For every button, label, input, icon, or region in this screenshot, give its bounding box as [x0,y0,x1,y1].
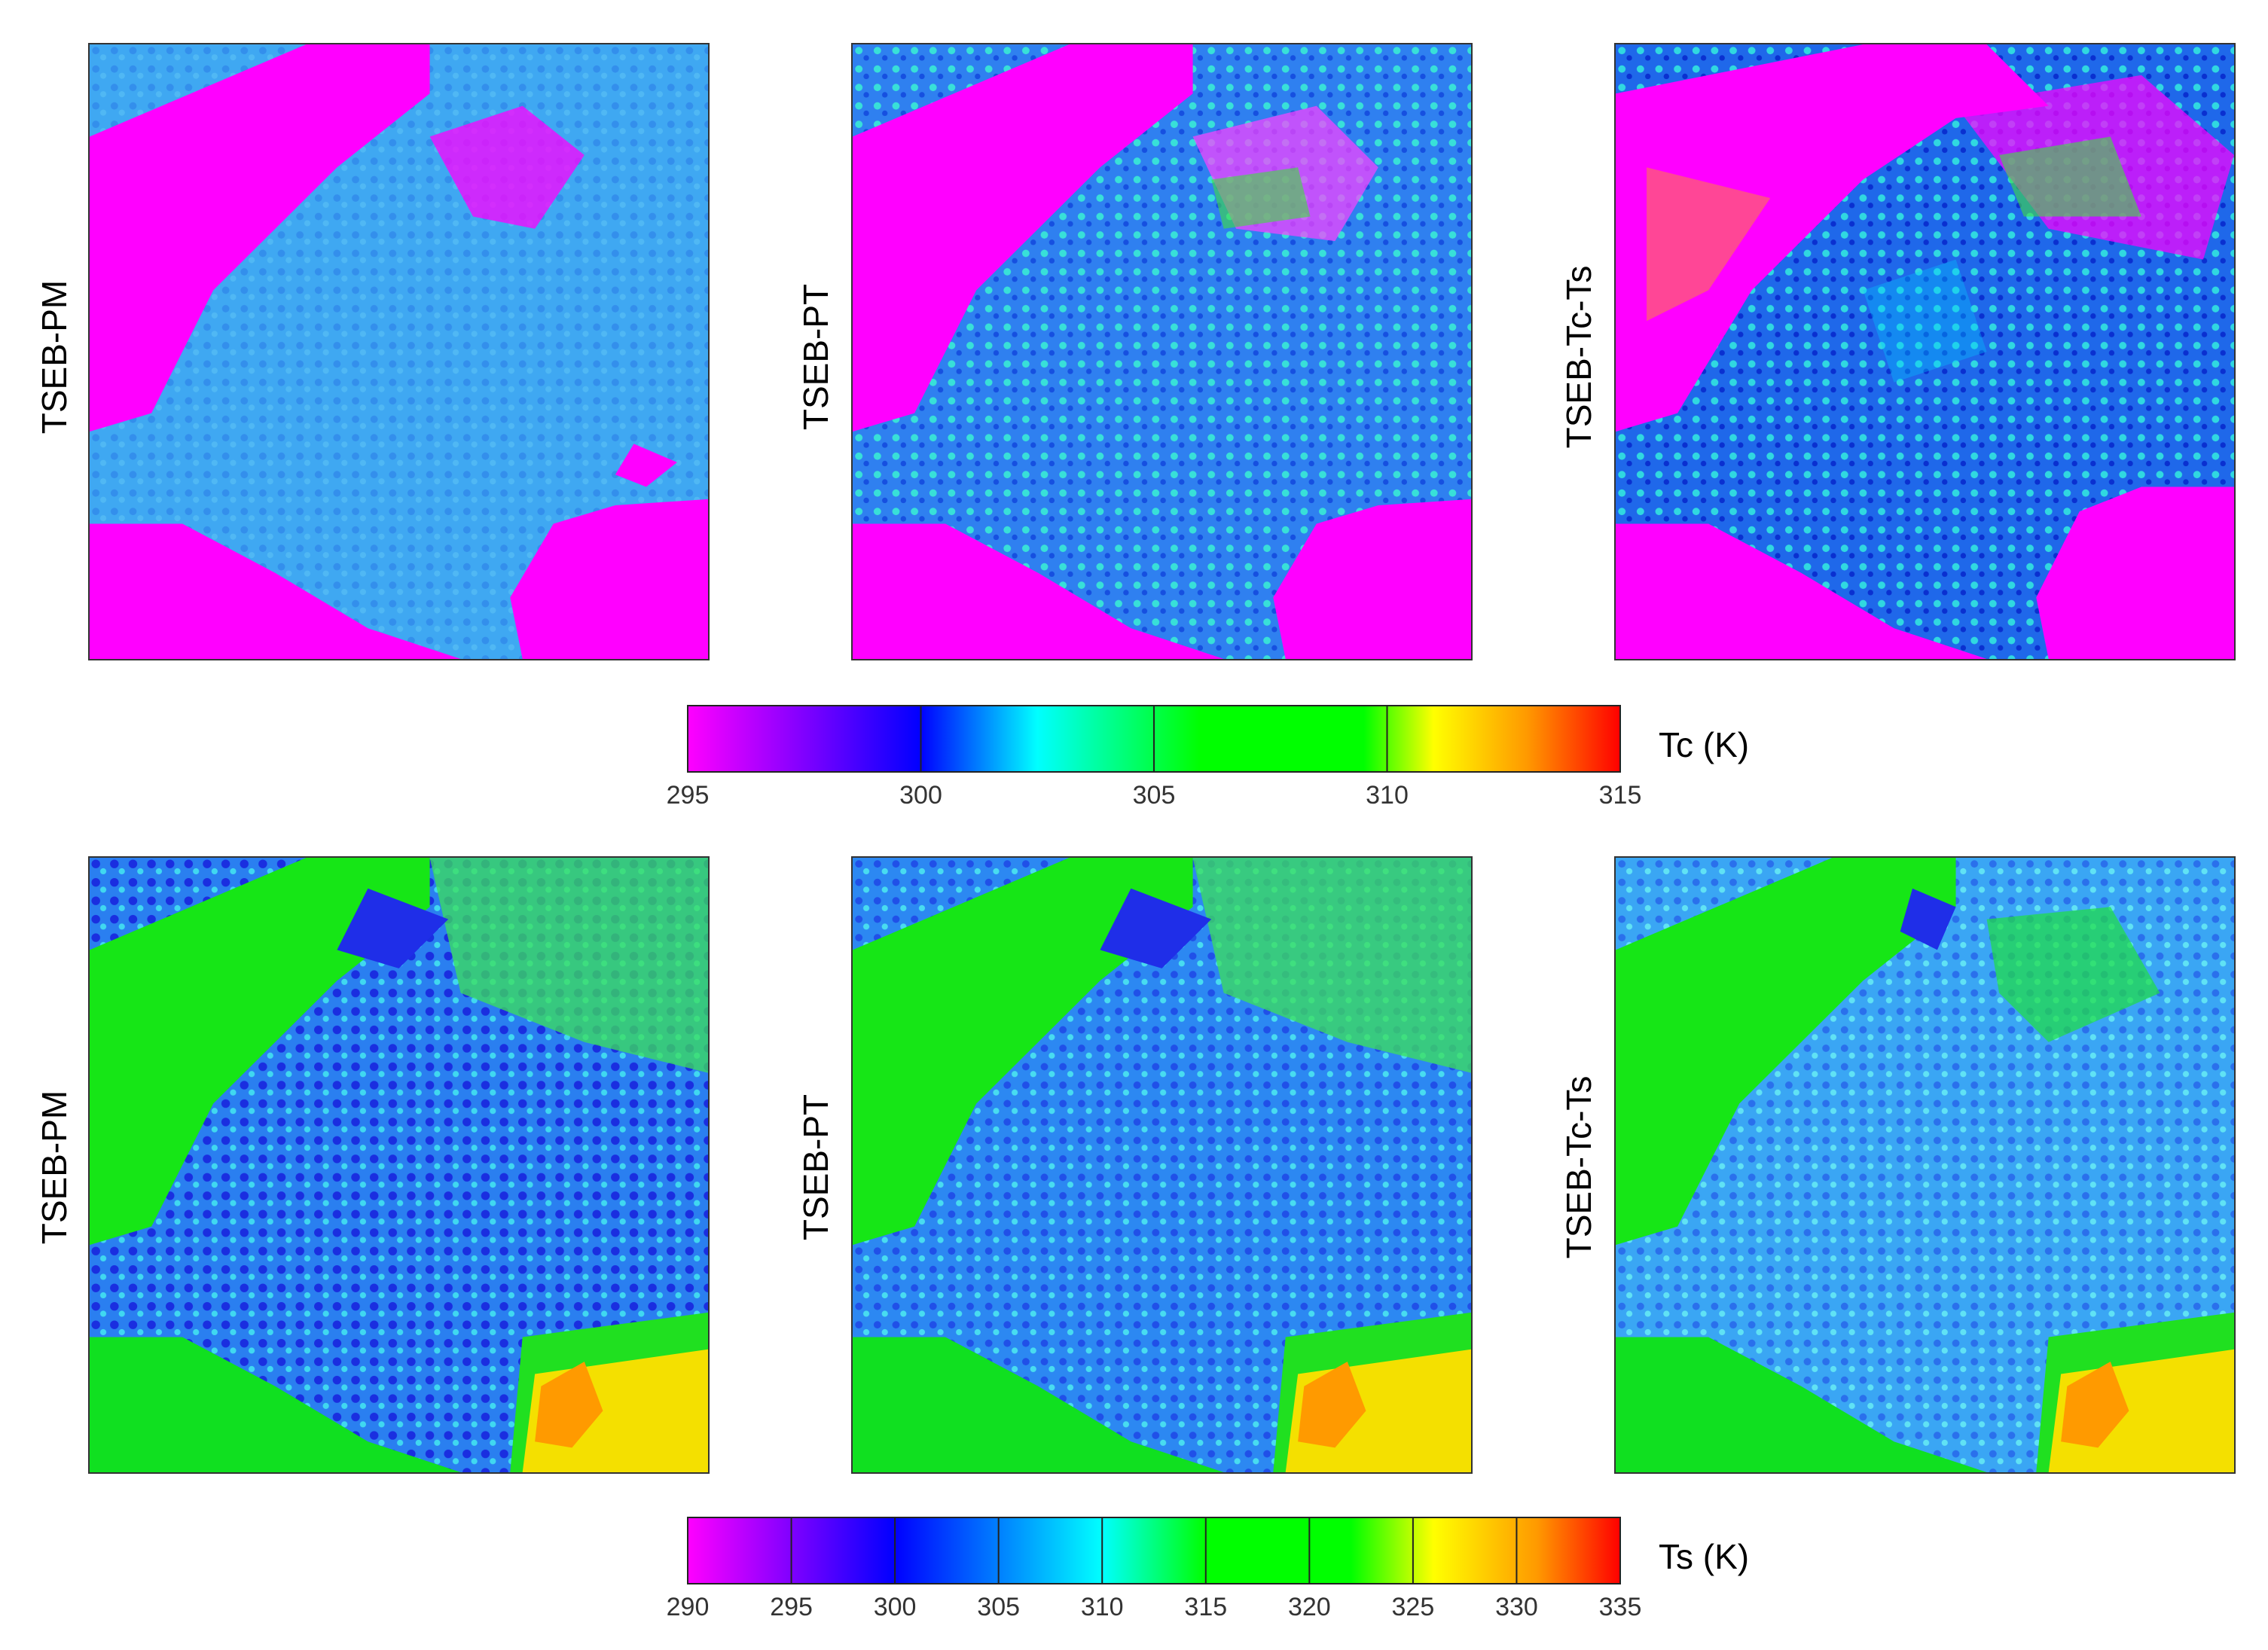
ts-colorbar-tick-label: 295 [770,1593,813,1621]
ts-colorbar-tick-label: 325 [1392,1593,1435,1621]
ts-colorbar-tick-label: 290 [667,1593,710,1621]
tc-colorbar-tick-label: 295 [667,781,710,810]
tc-map-tseb-pm [88,43,710,660]
ts-colorbar-tick-label: 330 [1495,1593,1538,1621]
tc-colorbar-tick-label: 315 [1599,781,1642,810]
ts-map-tseb-pt [851,856,1473,1474]
ts-colorbar-tick-label: 300 [874,1593,917,1621]
ts-colorbar-tick-label: 310 [1081,1593,1124,1621]
tc-colorbar-tick-label: 310 [1366,781,1409,810]
ts-colorbar: 290 295 300 305 310 315 320 325 330 335 [667,1517,1650,1630]
tc-colorbar-tick-label: 305 [1133,781,1176,810]
ts-colorbar-gradient [687,1517,1621,1584]
tc-colorbar: 295 300 305 310 315 [667,705,1650,819]
ts-colorbar-svg: 290 295 300 305 310 315 320 325 330 335 [667,1517,1642,1621]
ts-map-tseb-pm [88,856,710,1474]
ts-colorbar-title: Ts (K) [1659,1537,1750,1576]
tc-colorbar-title: Tc (K) [1659,725,1750,764]
ts-colorbar-tick-label: 305 [977,1593,1020,1621]
tc-colorbar-svg: 295 300 305 310 315 [667,705,1642,810]
ts-map-tseb-tc-ts [1614,856,2236,1474]
tc-colorbar-tick-label: 300 [899,781,942,810]
ts-colorbar-tick-label: 315 [1184,1593,1227,1621]
ts-colorbar-tick-label: 320 [1288,1593,1331,1621]
tc-map-tseb-pt [851,43,1473,660]
ts-colorbar-tick-label: 335 [1599,1593,1642,1621]
tc-map-tseb-tc-ts [1614,43,2236,660]
